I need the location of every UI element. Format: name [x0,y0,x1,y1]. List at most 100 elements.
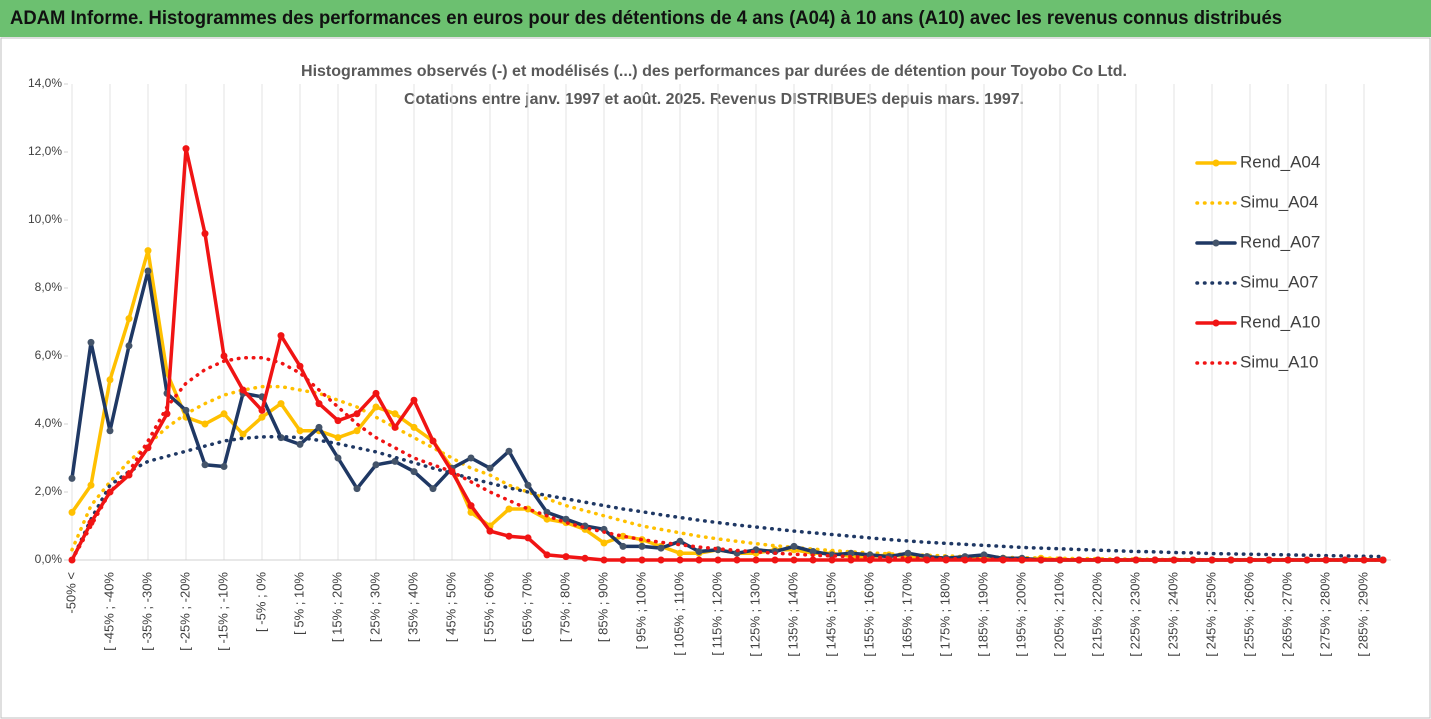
legend-label: Rend_A07 [1240,232,1320,251]
point-marker [600,556,608,564]
x-tick-label: [ 135% ; 140% [785,572,800,657]
point-marker [771,556,779,564]
point-marker [201,230,209,238]
point-marker [904,549,912,557]
x-tick-label: [ 55% ; 60% [481,572,496,643]
x-tick-label: [ 215% ; 220% [1089,572,1104,657]
x-tick-label: [ 265% ; 270% [1279,572,1294,657]
point-marker [524,481,532,489]
point-marker [467,502,475,510]
point-marker [258,406,266,414]
point-marker [733,556,741,564]
point-marker [87,481,95,489]
y-tick-label: 14,0% [28,76,62,90]
legend-marker [1212,319,1220,327]
point-marker [429,485,437,493]
x-tick-label: [ 185% ; 190% [975,572,990,657]
point-marker [258,413,266,421]
point-marker [1246,556,1254,564]
point-marker [201,461,209,469]
point-marker [106,376,114,384]
point-marker [125,342,133,350]
x-tick-label: [ 5% ; 10% [291,572,306,635]
chart-title: Histogrammes observés (-) et modélisés (… [301,63,1127,80]
x-tick-label: [ 205% ; 210% [1051,572,1066,657]
point-marker [638,542,646,550]
point-marker [391,410,399,418]
x-tick-label: [ 95% ; 100% [633,572,648,650]
point-marker [353,410,361,418]
y-tick-label: 2,0% [35,484,63,498]
point-marker [315,423,323,431]
x-tick-label: [ 175% ; 180% [937,572,952,657]
point-marker [638,556,646,564]
point-marker [562,553,570,561]
legend-label: Rend_A04 [1240,152,1320,171]
point-marker [182,145,190,153]
point-marker [144,247,152,255]
point-marker [277,332,285,340]
point-marker [543,508,551,516]
x-tick-label: [ 145% ; 150% [823,572,838,657]
point-marker [562,515,570,523]
point-marker [315,400,323,408]
point-marker [220,463,228,470]
legend-marker [1212,159,1220,167]
x-tick-label: [ 235% ; 240% [1165,572,1180,657]
point-marker [201,420,209,428]
series-line [70,355,1385,562]
point-marker [676,549,684,557]
series-line [70,434,1385,562]
point-marker [353,485,361,493]
point-marker [543,515,551,523]
point-marker [543,551,551,559]
point-marker [467,454,475,462]
x-tick-label: [ 65% ; 70% [519,572,534,643]
x-tick-label: [ 245% ; 250% [1203,572,1218,657]
point-marker [752,556,760,564]
point-marker [296,427,304,435]
point-marker [372,389,380,397]
point-marker [372,403,380,411]
chart-subtitle: Cotations entre janv. 1997 et août. 2025… [404,91,1024,108]
point-marker [410,468,418,476]
x-tick-label: [ 15% ; 20% [329,572,344,643]
point-marker [619,556,627,564]
point-marker [391,423,399,431]
x-tick-label: [ 125% ; 130% [747,572,762,657]
x-tick-label: [ -5% ; 0% [253,572,268,632]
x-tick-label: [ 255% ; 260% [1241,572,1256,657]
point-marker [790,556,798,564]
y-tick-label: 8,0% [35,280,63,294]
point-marker [980,551,988,559]
point-marker [1322,556,1330,564]
point-marker [600,539,608,547]
x-tick-label: [ -35% ; -30% [139,572,154,651]
point-marker [182,406,190,414]
point-marker [87,338,95,346]
point-marker [1284,556,1292,564]
point-marker [676,556,684,564]
point-marker [1151,556,1159,564]
x-tick-label: [ 195% ; 200% [1013,572,1028,657]
x-tick-label: -50% < [63,572,78,614]
point-marker [657,556,665,564]
x-tick-label: [ 165% ; 170% [899,572,914,657]
point-marker [809,556,817,564]
point-marker [163,410,171,418]
point-marker [391,457,399,465]
y-tick-label: 6,0% [35,348,63,362]
x-tick-label: [ 275% ; 280% [1317,572,1332,657]
point-marker [1113,556,1121,564]
legend-marker [1212,239,1220,247]
x-tick-label: [ 85% ; 90% [595,572,610,643]
x-tick-label: [ 75% ; 80% [557,572,572,643]
x-tick-label: [ 45% ; 50% [443,572,458,643]
series-line [70,384,1385,562]
point-marker [714,556,722,564]
point-marker [486,527,494,535]
header-bar [0,0,1431,37]
point-marker [828,556,836,564]
point-marker [847,556,855,564]
